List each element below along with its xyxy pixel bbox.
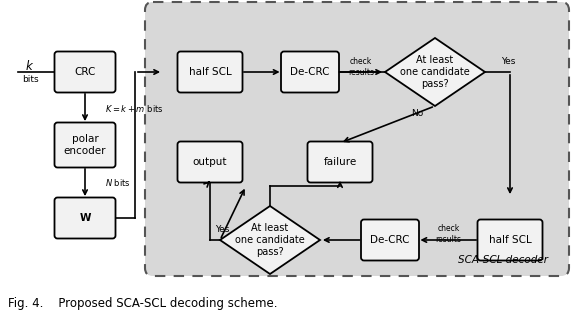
Text: At least
one candidate
pass?: At least one candidate pass? xyxy=(400,55,470,89)
Text: Fig. 4.    Proposed SCA-SCL decoding scheme.: Fig. 4. Proposed SCA-SCL decoding scheme… xyxy=(8,297,277,310)
Text: failure: failure xyxy=(323,157,356,167)
Text: check
results: check results xyxy=(435,224,461,244)
Text: Yes: Yes xyxy=(215,225,229,234)
Text: De-CRC: De-CRC xyxy=(370,235,410,245)
FancyBboxPatch shape xyxy=(54,52,116,93)
FancyBboxPatch shape xyxy=(477,219,543,260)
Text: No: No xyxy=(411,109,423,119)
FancyBboxPatch shape xyxy=(361,219,419,260)
Text: polar
encoder: polar encoder xyxy=(64,134,106,156)
Text: $K = k+m$ bits: $K = k+m$ bits xyxy=(105,103,163,114)
FancyBboxPatch shape xyxy=(308,142,372,183)
Text: CRC: CRC xyxy=(74,67,96,77)
Text: output: output xyxy=(193,157,227,167)
FancyBboxPatch shape xyxy=(54,122,116,168)
Text: SCA-SCL decoder: SCA-SCL decoder xyxy=(458,255,548,265)
Text: W: W xyxy=(79,213,91,223)
Text: De-CRC: De-CRC xyxy=(291,67,329,77)
Text: At least
one candidate
pass?: At least one candidate pass? xyxy=(235,224,305,257)
Text: bits: bits xyxy=(22,74,38,84)
Text: check
results: check results xyxy=(348,57,374,77)
Polygon shape xyxy=(385,38,485,106)
FancyBboxPatch shape xyxy=(281,52,339,93)
Text: half SCL: half SCL xyxy=(489,235,531,245)
FancyBboxPatch shape xyxy=(178,142,242,183)
FancyBboxPatch shape xyxy=(54,197,116,238)
Text: half SCL: half SCL xyxy=(189,67,231,77)
Polygon shape xyxy=(220,206,320,274)
Text: Yes: Yes xyxy=(501,58,515,66)
FancyBboxPatch shape xyxy=(145,2,569,276)
FancyBboxPatch shape xyxy=(178,52,242,93)
Text: $k$: $k$ xyxy=(25,59,34,73)
Text: $N$ bits: $N$ bits xyxy=(105,177,131,189)
